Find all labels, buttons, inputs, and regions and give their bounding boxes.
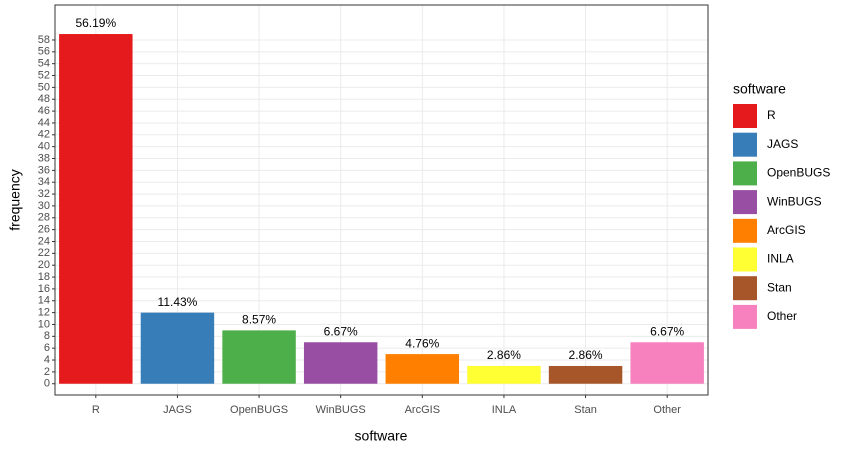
- y-tick-label: 46: [38, 105, 50, 117]
- legend-key: [733, 218, 757, 243]
- y-tick-label: 54: [38, 58, 50, 70]
- x-tick-label: WinBUGS: [316, 404, 366, 416]
- bar-label: 6.67%: [324, 324, 358, 338]
- x-tick-label: ArcGIS: [405, 404, 440, 416]
- y-tick-label: 4: [44, 354, 50, 366]
- bar-label: 8.57%: [242, 313, 276, 327]
- y-tick-label: 18: [38, 271, 50, 283]
- legend-label: JAGS: [767, 137, 798, 151]
- y-tick-label: 24: [38, 235, 50, 247]
- x-tick-label: R: [92, 404, 100, 416]
- y-tick-label: 8: [44, 330, 50, 342]
- legend-label: ArcGIS: [767, 223, 806, 237]
- y-tick-label: 48: [38, 93, 50, 105]
- legend-label: OpenBUGS: [767, 166, 830, 180]
- bar: [548, 365, 623, 384]
- y-tick-label: 52: [38, 69, 50, 81]
- y-tick-label: 58: [38, 34, 50, 46]
- bar: [140, 312, 215, 384]
- y-tick-label: 26: [38, 224, 50, 236]
- x-tick-label: Other: [653, 404, 681, 416]
- legend-key: [733, 161, 757, 186]
- legend-label: Stan: [767, 280, 792, 294]
- y-axis-label: frequency: [7, 169, 23, 230]
- y-tick-label: 0: [44, 378, 50, 390]
- bar: [59, 34, 133, 384]
- bar: [222, 330, 296, 384]
- legend-key: [733, 190, 757, 215]
- y-tick-label: 12: [38, 307, 50, 319]
- y-tick-label: 36: [38, 164, 50, 176]
- bar-label: 4.76%: [405, 336, 439, 350]
- legend-key: [733, 104, 757, 128]
- legend-label: INLA: [767, 252, 794, 266]
- x-tick-label: INLA: [492, 404, 517, 416]
- legend-key: [733, 304, 757, 329]
- x-axis-label: software: [355, 428, 408, 444]
- y-tick-label: 14: [38, 295, 50, 307]
- legend-title: software: [733, 81, 786, 97]
- y-tick-label: 16: [38, 283, 50, 295]
- y-tick-label: 56: [38, 46, 50, 58]
- y-tick-label: 32: [38, 188, 50, 200]
- legend-label: WinBUGS: [767, 194, 822, 208]
- y-tick-label: 50: [38, 81, 50, 93]
- legend-key: [733, 276, 757, 301]
- panel-border: [54, 4, 709, 396]
- y-tick-label: 20: [38, 259, 50, 271]
- bar: [467, 365, 541, 384]
- y-tick-label: 2: [44, 366, 50, 378]
- y-tick-label: 22: [38, 247, 50, 259]
- x-tick-label: JAGS: [163, 404, 192, 416]
- bar: [630, 342, 704, 384]
- legend-label: Other: [767, 309, 797, 323]
- y-tick-label: 30: [38, 200, 50, 212]
- y-tick-label: 44: [38, 117, 50, 129]
- bar-label: 2.86%: [569, 348, 603, 362]
- y-tick-label: 40: [38, 141, 50, 153]
- y-tick-label: 6: [44, 342, 50, 354]
- bar-label: 11.43%: [158, 295, 198, 309]
- y-tick-label: 38: [38, 152, 50, 164]
- bar: [385, 354, 460, 384]
- y-tick-label: 28: [38, 212, 50, 224]
- x-tick-label: Stan: [574, 404, 597, 416]
- bar: [303, 342, 378, 384]
- bar-label: 2.86%: [487, 348, 521, 362]
- legend-key: [733, 247, 757, 272]
- bar-label: 56.19%: [75, 16, 116, 30]
- bar-label: 6.67%: [650, 324, 684, 338]
- y-tick-label: 34: [38, 176, 50, 188]
- y-tick-label: 42: [38, 129, 50, 141]
- legend-key: [733, 132, 757, 157]
- y-tick-label: 10: [38, 318, 50, 330]
- x-tick-label: OpenBUGS: [230, 404, 288, 416]
- legend-label: R: [767, 108, 776, 122]
